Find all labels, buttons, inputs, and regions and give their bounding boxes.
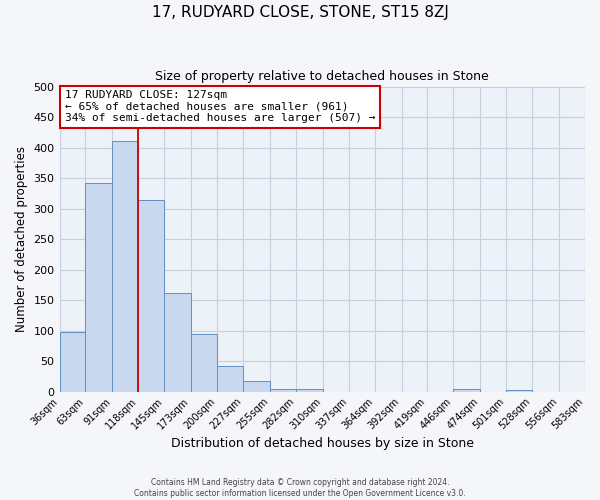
Y-axis label: Number of detached properties: Number of detached properties [15, 146, 28, 332]
Bar [85, 183, 112, 392]
Bar [243, 380, 270, 392]
Bar [59, 332, 85, 392]
Title: Size of property relative to detached houses in Stone: Size of property relative to detached ho… [155, 70, 489, 83]
Text: 17, RUDYARD CLOSE, STONE, ST15 8ZJ: 17, RUDYARD CLOSE, STONE, ST15 8ZJ [152, 5, 448, 20]
Bar [139, 200, 164, 392]
Bar [217, 366, 243, 392]
X-axis label: Distribution of detached houses by size in Stone: Distribution of detached houses by size … [171, 437, 474, 450]
Bar [164, 294, 191, 392]
Bar [296, 389, 323, 392]
Bar [191, 334, 217, 392]
Bar [112, 141, 139, 392]
Bar [270, 388, 296, 392]
Bar [506, 390, 532, 392]
Text: Contains HM Land Registry data © Crown copyright and database right 2024.
Contai: Contains HM Land Registry data © Crown c… [134, 478, 466, 498]
Bar [454, 388, 480, 392]
Text: 17 RUDYARD CLOSE: 127sqm
← 65% of detached houses are smaller (961)
34% of semi-: 17 RUDYARD CLOSE: 127sqm ← 65% of detach… [65, 90, 375, 123]
